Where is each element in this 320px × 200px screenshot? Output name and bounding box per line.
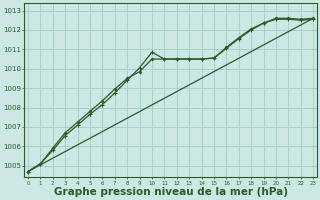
X-axis label: Graphe pression niveau de la mer (hPa): Graphe pression niveau de la mer (hPa): [53, 187, 288, 197]
